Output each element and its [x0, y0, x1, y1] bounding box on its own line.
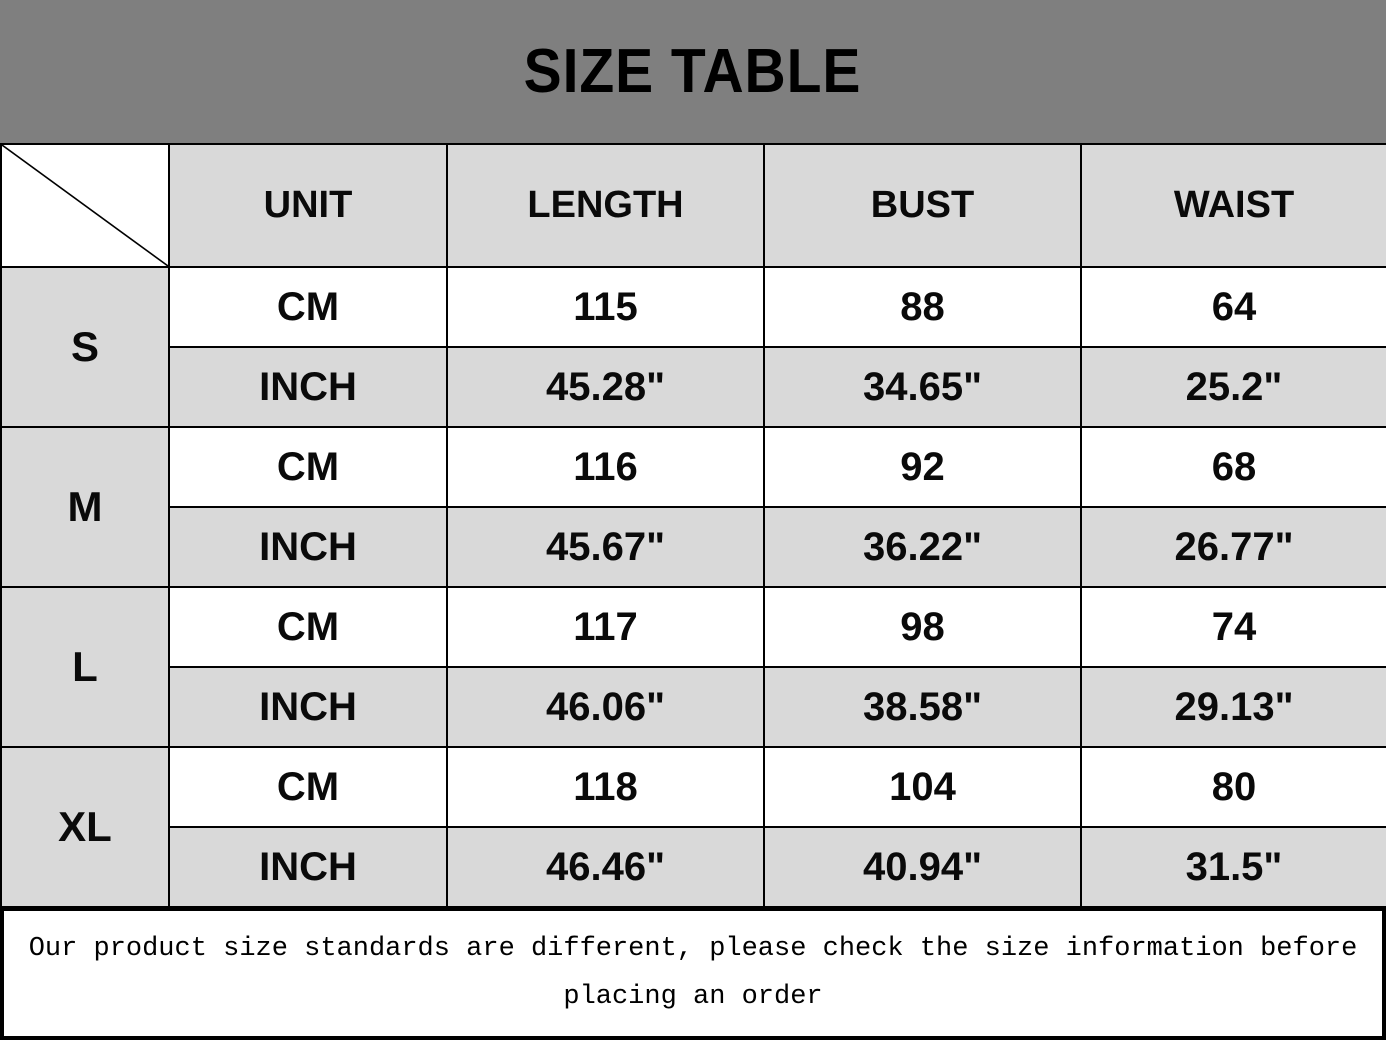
bust-cell: 36.22"	[763, 506, 1082, 588]
bust-cell: 38.58"	[763, 666, 1082, 748]
footer-note-box: Our product size standards are different…	[0, 908, 1386, 1040]
table-header-row: UNIT LENGTH BUST WAIST	[0, 143, 1386, 268]
table-row-l-cm: L CM 117 98 74	[0, 586, 1386, 748]
table-row-m-cm: M CM 116 92 68	[0, 426, 1386, 588]
table-row-xl-cm: XL CM 118 104 80	[0, 746, 1386, 908]
unit-cell: INCH	[168, 826, 448, 908]
length-cell: 115	[446, 266, 765, 348]
unit-cell: CM	[168, 746, 448, 828]
length-cell: 45.28"	[446, 346, 765, 428]
waist-cell: 68	[1080, 426, 1386, 508]
unit-cell: CM	[168, 266, 448, 348]
column-header-unit: UNIT	[168, 143, 448, 268]
unit-cell: INCH	[168, 506, 448, 588]
table-row-m-inch: INCH 45.67" 36.22" 26.77"	[1, 506, 1386, 588]
table-row-s-cm: S CM 115 88 64	[0, 266, 1386, 428]
size-label-xl: XL	[0, 746, 170, 908]
waist-cell: 26.77"	[1080, 506, 1386, 588]
table-row-xl-inch: INCH 46.46" 40.94" 31.5"	[1, 826, 1386, 908]
column-header-waist: WAIST	[1080, 143, 1386, 268]
length-cell: 118	[446, 746, 765, 828]
length-cell: 117	[446, 586, 765, 668]
table-row-l-inch: INCH 46.06" 38.58" 29.13"	[1, 666, 1386, 748]
length-cell: 46.46"	[446, 826, 765, 908]
unit-cell: INCH	[168, 346, 448, 428]
table-row-s-inch: INCH 45.28" 34.65" 25.2"	[1, 346, 1386, 428]
bust-cell: 92	[763, 426, 1082, 508]
bust-cell: 34.65"	[763, 346, 1082, 428]
size-table: UNIT LENGTH BUST WAIST S CM 115 88 64 IN…	[0, 143, 1386, 908]
bust-cell: 88	[763, 266, 1082, 348]
bust-cell: 40.94"	[763, 826, 1082, 908]
size-label-s: S	[0, 266, 170, 428]
column-header-bust: BUST	[763, 143, 1082, 268]
size-label-m: M	[0, 426, 170, 588]
footer-note-text: Our product size standards are different…	[28, 934, 1358, 1012]
bust-cell: 104	[763, 746, 1082, 828]
waist-cell: 29.13"	[1080, 666, 1386, 748]
diagonal-line-icon	[2, 145, 168, 266]
length-cell: 45.67"	[446, 506, 765, 588]
waist-cell: 25.2"	[1080, 346, 1386, 428]
unit-cell: INCH	[168, 666, 448, 748]
bust-cell: 98	[763, 586, 1082, 668]
length-cell: 116	[446, 426, 765, 508]
waist-cell: 74	[1080, 586, 1386, 668]
page-title: SIZE TABLE	[524, 37, 862, 106]
length-cell: 46.06"	[446, 666, 765, 748]
size-label-l: L	[0, 586, 170, 748]
column-header-length: LENGTH	[446, 143, 765, 268]
diagonal-corner-cell	[0, 143, 170, 268]
waist-cell: 80	[1080, 746, 1386, 828]
unit-cell: CM	[168, 586, 448, 668]
waist-cell: 64	[1080, 266, 1386, 348]
unit-cell: CM	[168, 426, 448, 508]
title-banner: SIZE TABLE	[0, 0, 1386, 143]
waist-cell: 31.5"	[1080, 826, 1386, 908]
